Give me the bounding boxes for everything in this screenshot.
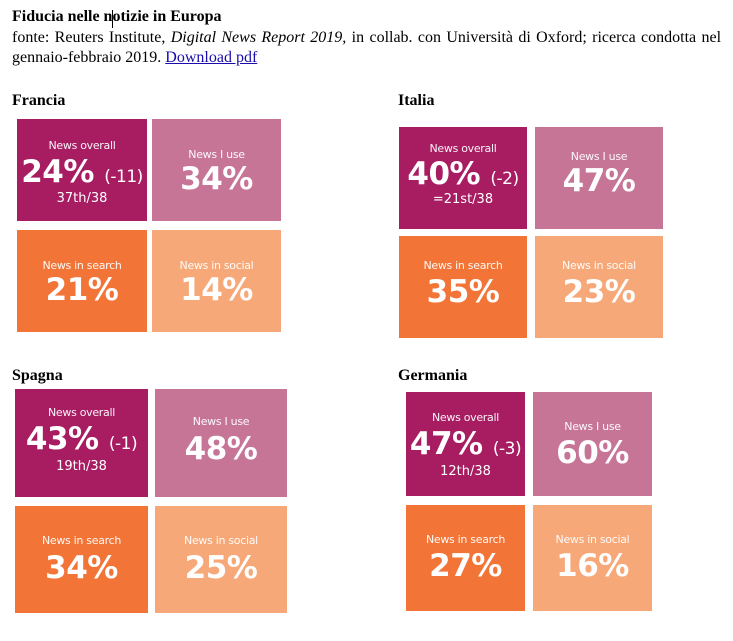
country-title-spagna: Spagna [12, 367, 63, 384]
tile-value: 40% (-2) [407, 156, 519, 192]
tile-news-in-search: News in search 27% [406, 505, 525, 611]
tile-label: News in search [42, 259, 122, 272]
source-report: Digital News Report 2019, [170, 29, 347, 46]
tile-news-overall: News overall 47% (-3) 12th/38 [406, 392, 525, 496]
tile-news-overall: News overall 40% (-2) =21st/38 [399, 127, 527, 229]
tile-news-in-search: News in search 34% [15, 506, 148, 613]
tile-value: 24% (-11) [21, 154, 143, 190]
tile-value: 34% [45, 550, 118, 586]
tile-label: News in social [555, 533, 630, 546]
tile-news-in-social: News in social 25% [155, 506, 287, 613]
tile-label: News I use [570, 150, 628, 163]
tile-value: 47% [562, 163, 636, 199]
tile-news-overall: News overall 24% (-11) 37th/38 [17, 119, 147, 221]
tile-label: News I use [192, 415, 250, 428]
tile-value: 60% [556, 435, 629, 471]
tile-label: News overall [431, 411, 499, 424]
tile-rank: =21st/38 [432, 192, 494, 207]
tile-value: 16% [556, 548, 629, 584]
download-pdf-link[interactable]: Download pdf [165, 49, 258, 66]
tile-news-in-social: News in social 16% [533, 505, 652, 611]
tile-label: News overall [429, 142, 497, 155]
tile-value: 25% [184, 550, 258, 586]
tile-label: News in social [179, 259, 254, 272]
tile-label: News in search [425, 533, 506, 546]
tile-news-in-search: News in search 35% [399, 236, 527, 338]
tile-label: News I use [564, 420, 621, 433]
tile-value: 21% [45, 272, 119, 308]
tile-rank: 12th/38 [440, 464, 491, 479]
tile-news-overall: News overall 43% (-1) 19th/38 [15, 389, 148, 497]
tile-news-i-use: News I use 34% [152, 119, 281, 221]
tile-change: (-2) [490, 169, 519, 189]
country-title-francia: Francia [12, 92, 66, 109]
text-cursor [112, 10, 113, 28]
tile-value: 35% [426, 274, 500, 310]
tile-change: (-11) [104, 167, 143, 187]
tile-news-in-social: News in social 23% [535, 236, 663, 338]
tile-value: 48% [184, 431, 258, 467]
tile-news-in-social: News in social 14% [152, 230, 281, 332]
source-note: fonte: Reuters Institute, Digital News R… [12, 28, 721, 68]
tile-value: 47% (-3) [409, 426, 522, 462]
tile-news-i-use: News I use 47% [535, 127, 663, 229]
tile-label: News in social [562, 259, 636, 272]
country-title-italia: Italia [398, 92, 435, 109]
tile-news-in-search: News in search 21% [17, 230, 147, 332]
tile-label: News in social [184, 534, 258, 547]
tile-value: 23% [562, 274, 636, 310]
source-prefix: fonte: Reuters Institute, [12, 29, 166, 46]
tile-rank: 37th/38 [56, 191, 108, 206]
source-suffix: in collab. con Università di Oxford; ric… [12, 29, 722, 66]
tile-change: (-3) [492, 439, 522, 459]
tile-label: News I use [188, 148, 245, 161]
tile-label: News in search [423, 259, 503, 272]
tile-rank: 19th/38 [56, 459, 107, 474]
tile-value: 27% [429, 548, 502, 584]
tile-news-i-use: News I use 48% [155, 389, 287, 497]
tile-label: News in search [41, 534, 122, 547]
tile-label: News overall [48, 139, 116, 152]
tile-news-i-use: News I use 60% [533, 392, 652, 496]
tile-value: 43% (-1) [25, 421, 138, 457]
page-title: Fiducia nelle notizie in Europa [12, 8, 222, 25]
tile-value: 14% [180, 272, 253, 308]
tile-change: (-1) [108, 434, 138, 454]
country-title-germania: Germania [398, 367, 468, 384]
tile-label: News overall [47, 406, 115, 419]
tile-value: 34% [180, 161, 253, 197]
